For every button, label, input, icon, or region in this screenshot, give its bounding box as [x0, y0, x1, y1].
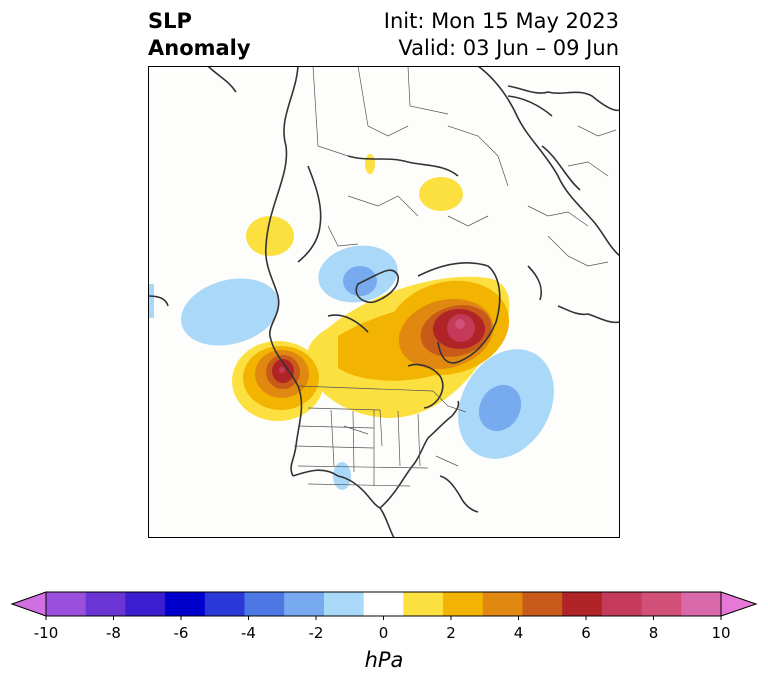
negative-anomaly-areas: [148, 245, 554, 490]
forecast-dates: Init: Mon 15 May 2023 Valid: 03 Jun – 09…: [384, 8, 619, 62]
colorbar-tick-label: 2: [446, 624, 456, 642]
colorbar-tick-label: 10: [711, 624, 730, 642]
coastlines: [148, 66, 620, 538]
colorbar-segment: [46, 592, 87, 616]
colorbar-segment: [204, 592, 246, 616]
slp-anomaly-map: [148, 66, 620, 538]
colorbar-segments: [10, 591, 758, 617]
colorbar-segment: [85, 592, 126, 616]
anomaly-small-high: [365, 154, 375, 174]
colorbar-ticks: -10 -8 -6 -4 -2 0 2 4 6 8 10: [34, 616, 731, 642]
colorbar-tick-label: 8: [649, 624, 659, 642]
anomaly-alaska-high: [246, 216, 294, 256]
political-borders: [293, 66, 617, 487]
colorbar-tick-label: -8: [106, 624, 121, 642]
anomaly-southwest-low: [333, 462, 351, 490]
colorbar-extend-low: [10, 591, 47, 617]
colorbar-segment: [641, 592, 682, 616]
valid-date-label: Valid: 03 Jun – 09 Jun: [398, 36, 619, 60]
colorbar-segment: [284, 592, 325, 616]
colorbar-tick-label: -10: [34, 624, 59, 642]
colorbar-segment: [562, 592, 603, 616]
colorbar-tick-label: 6: [581, 624, 591, 642]
map-title-line-1: SLP: [148, 9, 192, 33]
colorbar-tick-label: -2: [309, 624, 324, 642]
anomaly-siberia-high: [419, 177, 463, 211]
colorbar-tick-label: 4: [514, 624, 524, 642]
colorbar-segment: [443, 592, 484, 616]
colorbar-unit-label: hPa: [365, 648, 404, 672]
positive-anomaly-areas: [232, 154, 510, 421]
colorbar-segment: [601, 592, 643, 616]
colorbar-segment: [482, 592, 523, 616]
colorbar-extend-high: [720, 591, 758, 617]
colorbar-segment: [125, 592, 166, 616]
anomaly-pacific-low: [180, 278, 280, 346]
colorbar-segment: [403, 592, 444, 616]
colorbar-segment: [323, 592, 365, 616]
init-date-label: Init: Mon 15 May 2023: [383, 9, 619, 33]
colorbar-segment: [165, 592, 206, 616]
colorbar-segment: [363, 592, 404, 616]
map-title: SLP Anomaly: [148, 8, 251, 62]
colorbar-tick-label: 0: [379, 624, 389, 642]
colorbar-segment: [522, 592, 563, 616]
colorbar-tick-label: -4: [241, 624, 256, 642]
colorbar-tick-label: -6: [174, 624, 189, 642]
colorbar-segment: [681, 592, 722, 616]
colorbar-segment: [244, 592, 285, 616]
colorbar: -10 -8 -6 -4 -2 0 2 4 6 8 10 hPa: [10, 591, 758, 672]
map-title-line-2: Anomaly: [148, 36, 251, 60]
